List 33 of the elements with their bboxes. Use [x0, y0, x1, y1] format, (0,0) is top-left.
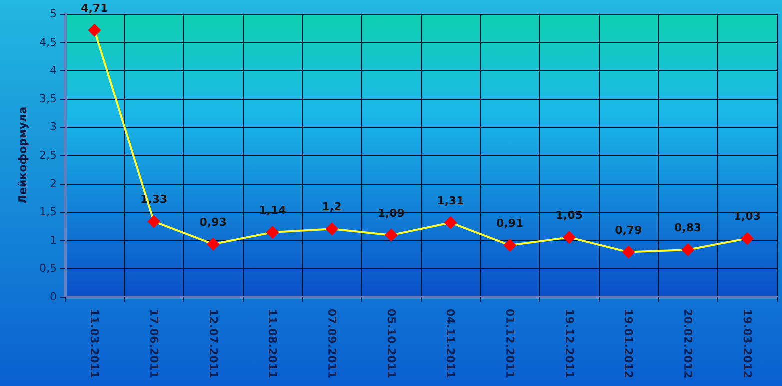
y-tick-label: 1 — [50, 234, 57, 247]
x-tick-label: 04.11.2011 — [444, 309, 458, 379]
data-label: 0,93 — [200, 216, 227, 229]
y-tick-label: 2,5 — [40, 149, 57, 162]
x-tick-label: 17.06.2011 — [148, 309, 160, 379]
x-tick-label: 19.01.2012 — [622, 309, 636, 379]
x-tick-label: 20.02.2012 — [682, 309, 694, 379]
data-label: 1,05 — [556, 209, 583, 222]
data-label: 1,03 — [734, 210, 761, 224]
data-label: 1,31 — [437, 194, 464, 208]
y-tick-label: 3,5 — [40, 92, 57, 106]
data-label: 0,83 — [674, 222, 702, 235]
x-tick-label: 01.12.2011 — [504, 309, 516, 379]
y-tick-label: 2 — [50, 177, 57, 190]
data-label: 0,91 — [496, 216, 524, 230]
x-tick-label: 07.09.2011 — [326, 309, 338, 379]
y-tick-label: 3 — [50, 120, 57, 134]
data-label: 1,2 — [322, 200, 342, 214]
x-tick-label: 05.10.2011 — [384, 309, 398, 379]
x-tick-label: 19.03.2012 — [740, 309, 754, 379]
y-tick-label: 1,5 — [40, 206, 57, 219]
y-tick-label: 5 — [50, 8, 57, 20]
y-tick-label: 4,5 — [40, 36, 57, 49]
x-tick-label: 12.07.2011 — [206, 309, 220, 379]
y-tick-label: 0 — [50, 290, 57, 304]
x-tick-label: 11.03.2011 — [88, 309, 102, 379]
data-label: 4,71 — [81, 2, 108, 15]
y-tick-label: 4 — [50, 64, 57, 78]
x-tick-label: 11.08.2011 — [266, 309, 280, 379]
y-tick-label: 0,5 — [40, 262, 57, 276]
y-axis-title: Лейкоформула — [16, 106, 30, 204]
data-label: 0,79 — [615, 224, 642, 237]
x-tick-label: 19.12.2011 — [562, 309, 576, 379]
